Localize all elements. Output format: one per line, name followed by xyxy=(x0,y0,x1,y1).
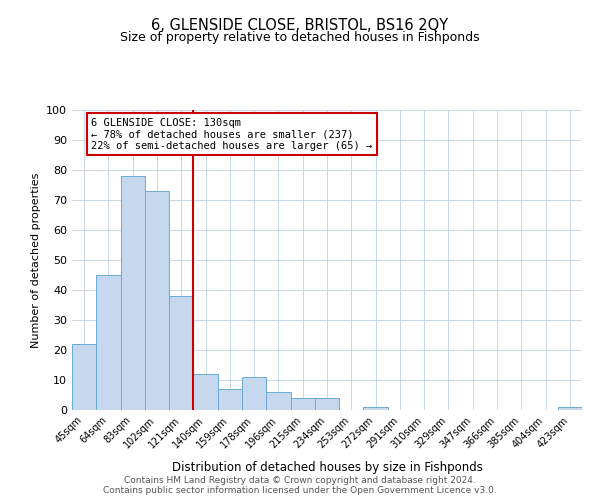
Text: 6, GLENSIDE CLOSE, BRISTOL, BS16 2QY: 6, GLENSIDE CLOSE, BRISTOL, BS16 2QY xyxy=(151,18,449,32)
Bar xyxy=(193,374,218,410)
Text: Contains HM Land Registry data © Crown copyright and database right 2024.: Contains HM Land Registry data © Crown c… xyxy=(124,476,476,485)
Bar xyxy=(315,398,339,410)
Bar xyxy=(169,296,193,410)
Bar xyxy=(242,377,266,410)
Bar xyxy=(121,176,145,410)
Text: Contains public sector information licensed under the Open Government Licence v3: Contains public sector information licen… xyxy=(103,486,497,495)
Bar xyxy=(266,392,290,410)
X-axis label: Distribution of detached houses by size in Fishponds: Distribution of detached houses by size … xyxy=(172,461,482,474)
Bar xyxy=(145,191,169,410)
Y-axis label: Number of detached properties: Number of detached properties xyxy=(31,172,41,348)
Bar xyxy=(72,344,96,410)
Bar xyxy=(96,275,121,410)
Bar xyxy=(364,407,388,410)
Bar xyxy=(290,398,315,410)
Bar xyxy=(218,389,242,410)
Text: 6 GLENSIDE CLOSE: 130sqm
← 78% of detached houses are smaller (237)
22% of semi-: 6 GLENSIDE CLOSE: 130sqm ← 78% of detach… xyxy=(91,118,373,150)
Bar xyxy=(558,407,582,410)
Text: Size of property relative to detached houses in Fishponds: Size of property relative to detached ho… xyxy=(120,32,480,44)
